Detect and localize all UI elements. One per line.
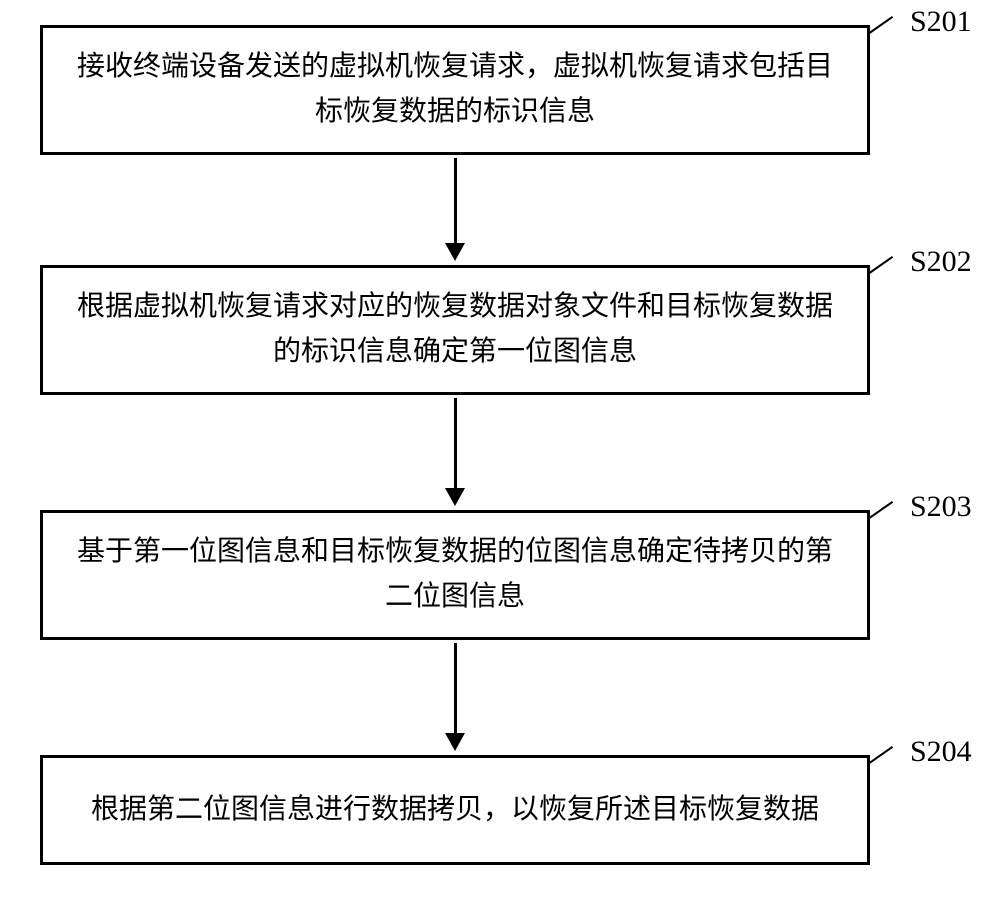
arrow-head-1 [445, 243, 465, 261]
label-tick-1 [867, 16, 893, 35]
step-container-4: 根据第二位图信息进行数据拷贝，以恢复所述目标恢复数据 S204 [40, 755, 870, 865]
arrow-head-3 [445, 733, 465, 751]
arrow-3 [445, 643, 465, 751]
step-container-2: 根据虚拟机恢复请求对应的恢复数据对象文件和目标恢复数据的标识信息确定第一位图信息… [40, 265, 870, 395]
step-text-2: 根据虚拟机恢复请求对应的恢复数据对象文件和目标恢复数据的标识信息确定第一位图信息 [73, 285, 837, 375]
label-tick-4 [867, 746, 893, 765]
flowchart-container: 接收终端设备发送的虚拟机恢复请求，虚拟机恢复请求包括目标恢复数据的标识信息 S2… [0, 0, 1000, 917]
step-label-1: S201 [910, 5, 972, 39]
step-text-1: 接收终端设备发送的虚拟机恢复请求，虚拟机恢复请求包括目标恢复数据的标识信息 [73, 45, 837, 135]
arrow-line-2 [454, 398, 457, 488]
step-box-3: 基于第一位图信息和目标恢复数据的位图信息确定待拷贝的第二位图信息 [40, 510, 870, 640]
step-box-2: 根据虚拟机恢复请求对应的恢复数据对象文件和目标恢复数据的标识信息确定第一位图信息 [40, 265, 870, 395]
label-tick-2 [867, 256, 893, 275]
arrow-head-2 [445, 488, 465, 506]
arrow-2 [445, 398, 465, 506]
step-box-4: 根据第二位图信息进行数据拷贝，以恢复所述目标恢复数据 [40, 755, 870, 865]
step-label-4: S204 [910, 735, 972, 769]
step-box-1: 接收终端设备发送的虚拟机恢复请求，虚拟机恢复请求包括目标恢复数据的标识信息 [40, 25, 870, 155]
step-container-3: 基于第一位图信息和目标恢复数据的位图信息确定待拷贝的第二位图信息 S203 [40, 510, 870, 640]
step-label-2: S202 [910, 245, 972, 279]
step-label-3: S203 [910, 490, 972, 524]
arrow-1 [445, 158, 465, 261]
step-text-4: 根据第二位图信息进行数据拷贝，以恢复所述目标恢复数据 [91, 788, 819, 833]
step-container-1: 接收终端设备发送的虚拟机恢复请求，虚拟机恢复请求包括目标恢复数据的标识信息 S2… [40, 25, 870, 155]
arrow-line-1 [454, 158, 457, 243]
step-text-3: 基于第一位图信息和目标恢复数据的位图信息确定待拷贝的第二位图信息 [73, 530, 837, 620]
arrow-line-3 [454, 643, 457, 733]
label-tick-3 [867, 501, 893, 520]
